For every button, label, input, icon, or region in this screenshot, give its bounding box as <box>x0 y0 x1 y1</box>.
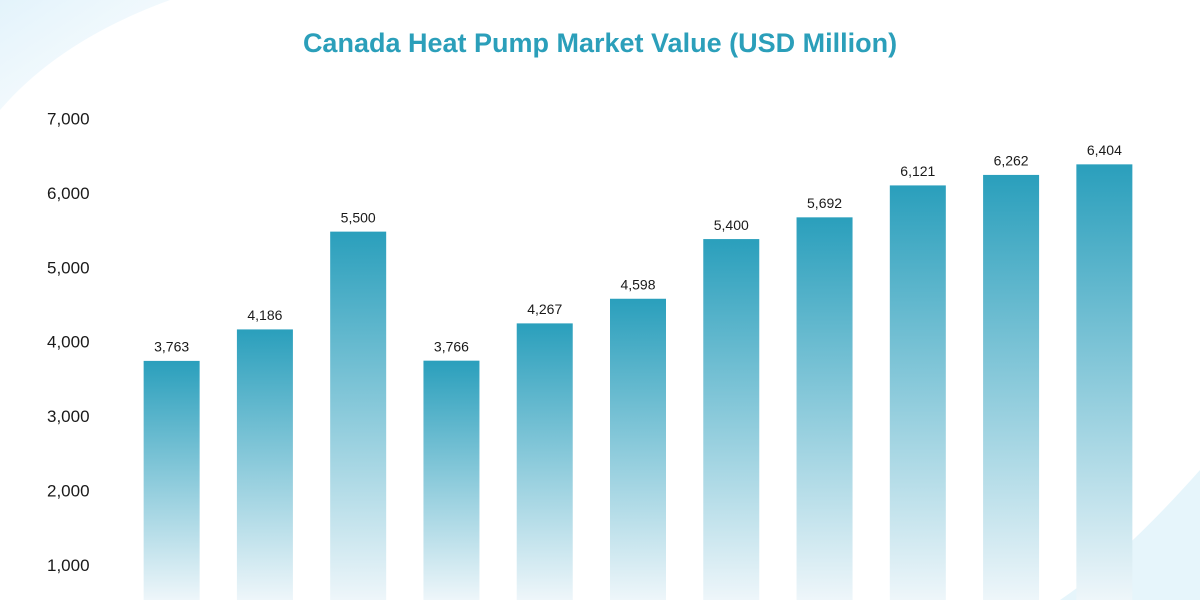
bar <box>423 360 480 600</box>
background-shape <box>0 0 170 110</box>
chart-title: Canada Heat Pump Market Value (USD Milli… <box>303 28 897 58</box>
y-tick-label: 6,000 <box>47 184 90 203</box>
bar <box>796 217 853 600</box>
value-label: 6,404 <box>1087 142 1122 158</box>
bar <box>889 185 946 600</box>
value-label: 5,400 <box>714 217 749 233</box>
background-shape <box>1060 470 1200 600</box>
value-label: 6,121 <box>900 163 935 179</box>
y-tick-label: 4,000 <box>47 333 90 352</box>
bar <box>610 298 666 600</box>
value-label: 4,267 <box>527 301 562 317</box>
bar <box>983 174 1040 600</box>
bar <box>516 323 573 600</box>
bar <box>143 360 200 600</box>
bar <box>330 231 387 600</box>
value-label: 5,500 <box>341 209 376 225</box>
y-tick-label: 1,000 <box>47 556 90 575</box>
value-label: 3,763 <box>154 339 189 355</box>
bar <box>1076 164 1133 600</box>
y-tick-label: 5,000 <box>47 258 90 277</box>
value-label: 6,262 <box>994 153 1029 169</box>
value-label: 4,598 <box>620 276 655 292</box>
bar <box>703 239 760 600</box>
value-label: 4,186 <box>247 307 282 323</box>
value-label: 5,692 <box>807 195 842 211</box>
value-label: 3,766 <box>434 338 469 354</box>
y-tick-label: 2,000 <box>47 482 90 501</box>
y-tick-label: 7,000 <box>47 109 90 128</box>
bar <box>236 329 293 600</box>
y-tick-label: 3,000 <box>47 407 90 426</box>
